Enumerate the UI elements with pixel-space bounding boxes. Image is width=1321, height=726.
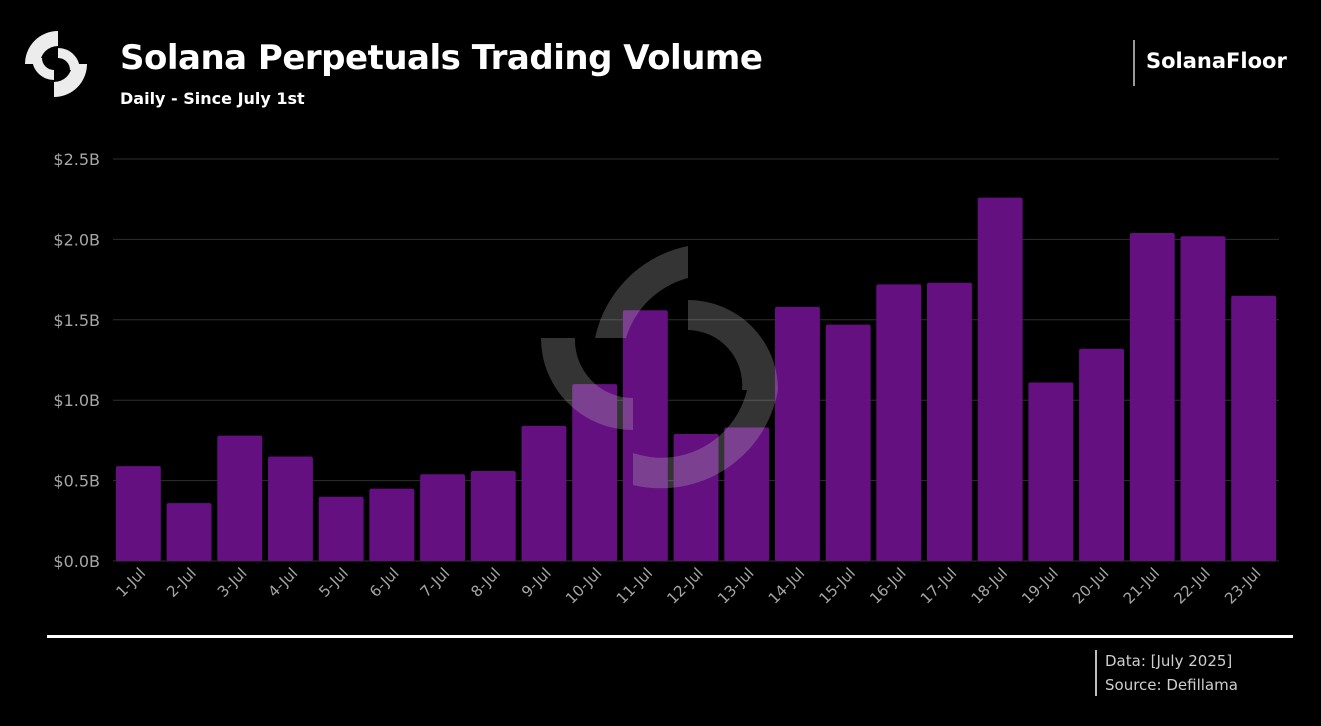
brand-divider	[1133, 40, 1135, 86]
footer-divider	[1095, 650, 1097, 696]
bar	[825, 324, 871, 561]
bar	[115, 466, 161, 561]
x-axis-ticks: 1-Jul 2-Jul 3-Jul 4-Jul 5-Jul 6-Jul 7-Jul 8-Jul…	[112, 564, 1264, 607]
x-tick-label: 9-Jul	[518, 564, 555, 601]
bottom-rule	[47, 635, 1293, 638]
x-tick-label: 12-Jul	[663, 564, 706, 607]
x-tick-label: 15-Jul	[815, 564, 858, 607]
y-tick-label: $2.5B	[53, 150, 100, 169]
bar	[318, 496, 364, 561]
x-tick-label: 10-Jul	[562, 564, 605, 607]
x-tick-label: 1-Jul	[112, 564, 149, 601]
y-tick-label: $1.5B	[53, 311, 100, 330]
chart-title: Solana Perpetuals Trading Volume	[120, 38, 763, 78]
x-tick-label: 4-Jul	[265, 564, 302, 601]
y-tick-label: $0.5B	[53, 472, 100, 491]
x-tick-label: 14-Jul	[765, 564, 808, 607]
watermark-logo	[541, 246, 778, 489]
watermark-arc-left	[541, 338, 633, 430]
bar	[1079, 348, 1124, 561]
bar	[166, 503, 212, 561]
x-tick-label: 16-Jul	[866, 564, 909, 607]
chart-subtitle: Daily - Since July 1st	[120, 89, 305, 108]
x-tick-label: 7-Jul	[417, 564, 454, 601]
bar	[977, 197, 1023, 561]
y-axis-ticks: $0.0B $0.5B $1.0B $1.5B $2.0B $2.5B	[53, 150, 100, 571]
bar	[268, 456, 313, 561]
bar	[420, 474, 465, 561]
x-tick-label: 17-Jul	[917, 564, 960, 607]
x-tick-label: 8-Jul	[467, 564, 504, 601]
bar	[927, 282, 972, 561]
x-tick-label: 2-Jul	[163, 564, 200, 601]
x-tick-label: 3-Jul	[214, 564, 251, 601]
x-tick-label: 22-Jul	[1170, 564, 1213, 607]
bar	[876, 284, 922, 561]
y-tick-label: $2.0B	[53, 230, 100, 249]
x-tick-label: 13-Jul	[714, 564, 757, 607]
x-tick-label: 5-Jul	[315, 564, 352, 601]
bar	[724, 427, 770, 561]
x-tick-label: 20-Jul	[1069, 564, 1112, 607]
x-tick-label: 21-Jul	[1120, 564, 1163, 607]
bar	[1231, 295, 1277, 561]
bar	[1028, 382, 1074, 561]
bar	[521, 425, 567, 561]
bar	[775, 306, 820, 561]
watermark-arc-bottom	[633, 390, 778, 489]
solanafloor-logo	[25, 31, 87, 97]
bar	[470, 471, 516, 561]
bars	[115, 197, 1277, 561]
y-tick-label: $1.0B	[53, 391, 100, 410]
watermark-arc-right	[688, 300, 778, 390]
brand-name: SolanaFloor	[1146, 49, 1287, 73]
data-note: Data: [July 2025]	[1105, 652, 1233, 670]
x-tick-label: 6-Jul	[366, 564, 403, 601]
bar	[572, 384, 618, 561]
watermark-arc-top	[595, 246, 688, 338]
bar	[673, 434, 719, 561]
x-tick-label: 19-Jul	[1018, 564, 1061, 607]
source-note: Source: Defillama	[1105, 676, 1238, 694]
x-tick-label: 18-Jul	[968, 564, 1011, 607]
x-tick-label: 11-Jul	[613, 564, 656, 607]
bar	[1180, 236, 1226, 561]
bar	[1129, 233, 1175, 561]
x-tick-label: 23-Jul	[1221, 564, 1264, 607]
bar	[622, 310, 668, 561]
bar	[369, 488, 415, 561]
bar	[217, 435, 263, 561]
y-tick-label: $0.0B	[53, 552, 100, 571]
